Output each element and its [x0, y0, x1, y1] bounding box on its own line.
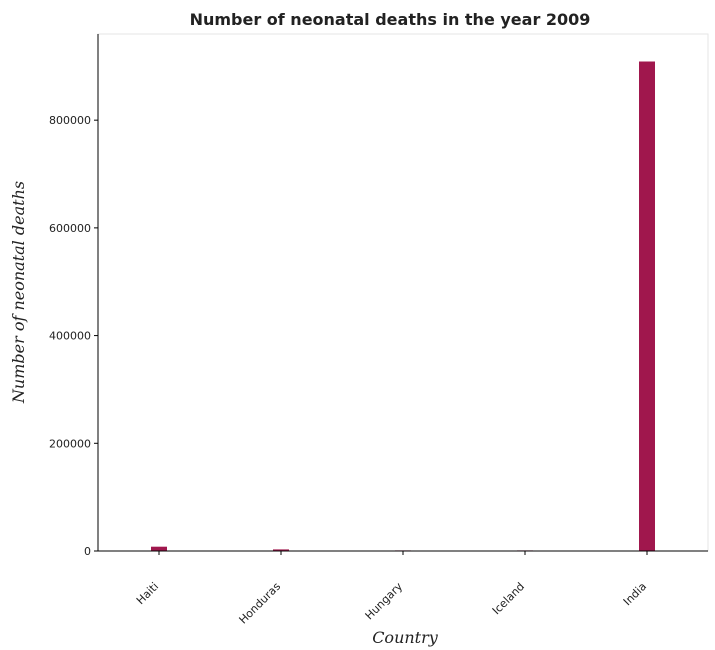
x-ticks-group: Haiti Honduras Hungary Iceland India [134, 551, 649, 627]
y-tick-label: 800000 [49, 114, 91, 127]
y-ticks-group: 0 200000 400000 600000 800000 [49, 114, 98, 558]
x-axis-label: Country [372, 628, 439, 647]
plot-frame [97, 33, 709, 552]
bars-group [151, 61, 655, 551]
bar-haiti [151, 546, 167, 551]
y-tick-label: 600000 [49, 222, 91, 235]
y-tick-label: 200000 [49, 437, 91, 450]
x-tick-label: India [621, 580, 649, 608]
x-tick-label: Honduras [237, 580, 284, 627]
y-tick-label: 400000 [49, 330, 91, 343]
chart-title: Number of neonatal deaths in the year 20… [190, 10, 591, 29]
bar-india [639, 61, 655, 551]
bar-honduras [273, 549, 289, 551]
x-tick-label: Iceland [490, 580, 527, 617]
x-tick-label: Haiti [134, 580, 161, 607]
x-tick-label: Hungary [363, 580, 406, 623]
y-tick-label: 0 [84, 545, 91, 558]
y-axis-label: Number of neonatal deaths [9, 181, 28, 404]
